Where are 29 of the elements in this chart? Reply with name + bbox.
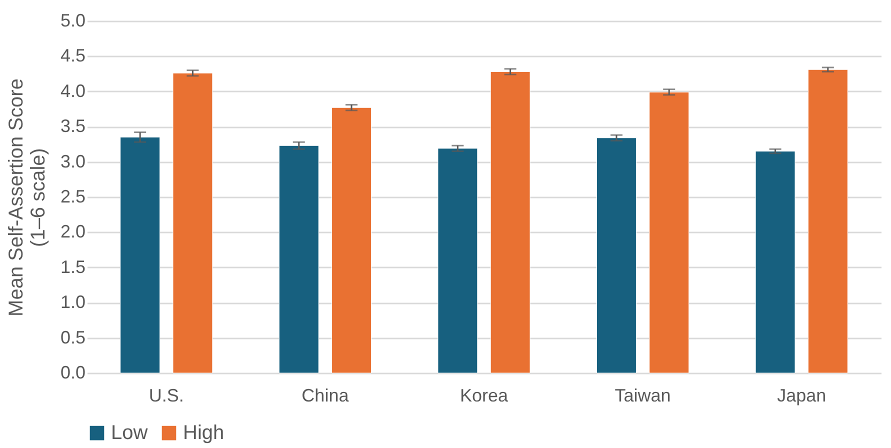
bar [755,150,796,374]
bar [120,136,160,374]
bar [278,145,319,374]
y-tick-label: 0.0 [60,362,86,382]
x-tick-label: U.S. [148,386,184,406]
bar [438,148,478,374]
y-tick-label: 2.0 [60,222,86,242]
y-tick-label: 3.0 [60,151,86,172]
x-tick-label: Japan [777,386,826,406]
y-tick-label: 2.5 [60,186,86,206]
bar [332,107,372,374]
y-tick-label: 1.5 [60,256,86,277]
bar [808,69,848,374]
y-tick-label: 4.5 [60,46,86,66]
bar [490,71,530,374]
legend-label: Low [111,422,148,444]
x-tick-label: Korea [460,386,509,406]
bar [172,72,213,374]
x-tick-label: Taiwan [614,386,671,406]
x-tick-label: China [302,386,350,406]
y-tick-label: 0.5 [60,327,86,348]
bar [649,92,690,374]
y-tick-label: 4.0 [60,80,86,101]
y-axis-title: Mean Self-Assertion Score (1–6 scale) [5,78,50,316]
y-tick-label: 5.0 [60,10,86,30]
bar [596,138,636,374]
y-tick-label: 1.0 [60,292,86,312]
legend-label: High [183,422,224,444]
y-tick-label: 3.5 [60,116,86,136]
